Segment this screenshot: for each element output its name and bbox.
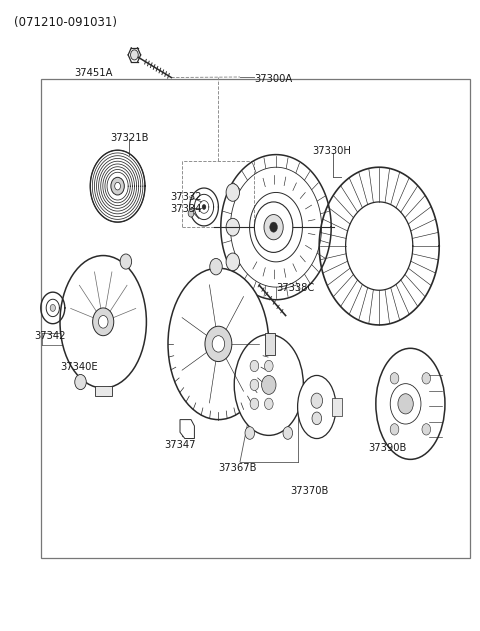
Text: 37342: 37342 [35,331,66,341]
Text: 37390B: 37390B [369,443,407,453]
Text: 37300A: 37300A [254,74,293,84]
Text: 37334: 37334 [170,204,202,215]
Circle shape [422,373,431,384]
Circle shape [245,427,254,439]
Circle shape [264,360,273,372]
Ellipse shape [234,334,303,435]
Circle shape [50,304,55,312]
Circle shape [111,177,124,195]
Text: 37370B: 37370B [290,486,329,496]
Ellipse shape [298,375,336,439]
Text: 37347: 37347 [164,440,196,450]
Circle shape [270,222,277,232]
Circle shape [283,427,293,439]
Circle shape [254,202,293,252]
Text: 37332: 37332 [170,192,202,202]
Circle shape [311,393,323,408]
Ellipse shape [60,256,146,388]
Circle shape [422,423,431,435]
Circle shape [226,253,240,271]
Circle shape [93,308,114,336]
Bar [95,386,112,396]
Bar [265,333,276,355]
Circle shape [205,326,232,362]
Circle shape [202,204,206,209]
Circle shape [262,375,276,394]
Circle shape [98,316,108,328]
Circle shape [390,423,399,435]
Circle shape [390,384,421,424]
Circle shape [188,209,194,217]
Circle shape [212,336,225,352]
Circle shape [210,259,222,275]
Circle shape [264,379,273,391]
Text: 37451A: 37451A [74,68,113,78]
Ellipse shape [168,268,269,420]
Circle shape [120,254,132,269]
Text: 37321B: 37321B [110,133,149,143]
Text: 37330H: 37330H [312,146,351,156]
Bar [332,398,342,416]
Circle shape [250,398,259,410]
Text: 37340E: 37340E [60,362,97,372]
Circle shape [390,373,399,384]
Circle shape [115,182,120,190]
Bar [41,79,470,558]
Circle shape [226,218,240,236]
Circle shape [312,412,322,425]
Circle shape [264,398,273,410]
Text: (071210-091031): (071210-091031) [14,16,118,29]
Circle shape [250,379,259,391]
Circle shape [250,360,259,372]
Circle shape [264,215,283,240]
Polygon shape [180,420,194,439]
Circle shape [131,50,138,60]
Circle shape [398,394,413,414]
Ellipse shape [376,348,445,459]
Text: 37367B: 37367B [218,463,257,473]
Circle shape [75,374,86,389]
Text: 37338C: 37338C [276,283,314,293]
Circle shape [226,184,240,201]
